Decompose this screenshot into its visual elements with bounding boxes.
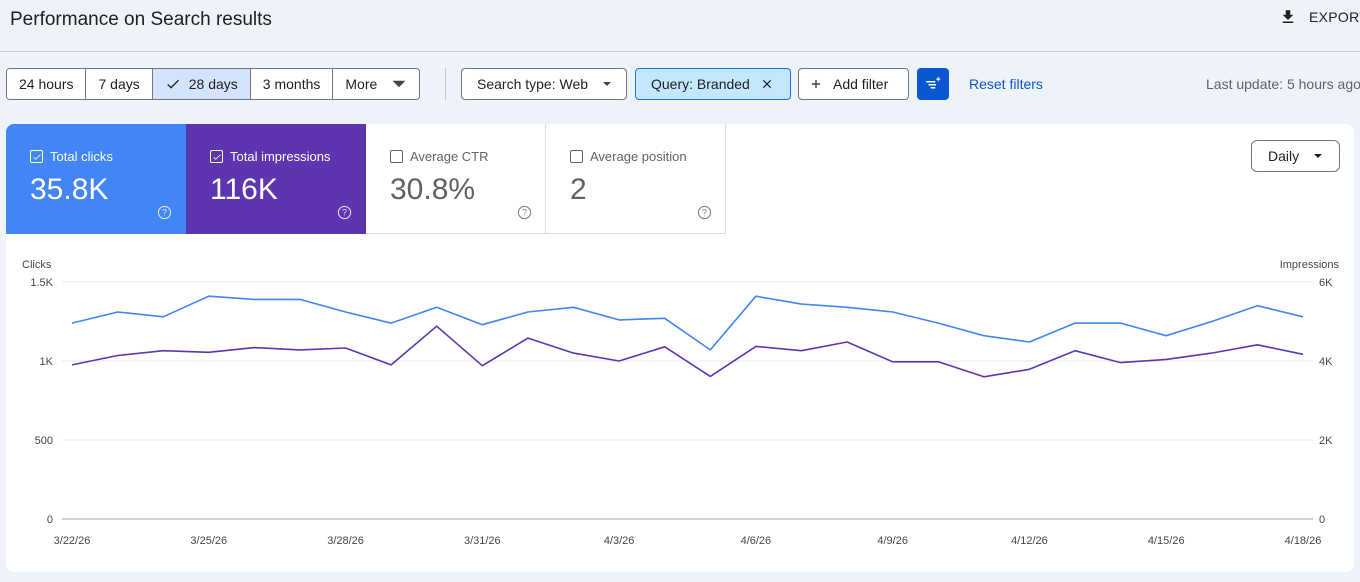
metric-label: Average CTR [390,149,489,164]
granularity-label: Daily [1268,148,1300,164]
y-right-tick-label: 0 [1319,514,1325,526]
x-tick-label: 4/9/26 [877,535,908,547]
y-left-tick-label: 0 [47,514,53,526]
granularity-dropdown[interactable]: Daily [1251,140,1340,172]
query-filter-chip[interactable]: Query: Branded [635,68,791,100]
y-left-tick-label: 1K [40,356,54,368]
svg-text:?: ? [162,208,167,218]
range-3-months-button[interactable]: 3 months [250,69,334,99]
checkbox-unchecked-icon [390,150,403,163]
plus-icon [811,79,821,89]
metric-label-text: Average position [590,149,687,164]
svg-text:?: ? [522,208,527,218]
check-icon [167,79,179,89]
metric-value: 2 [570,173,587,206]
page-title: Performance on Search results [10,9,272,30]
help-icon[interactable]: ? [157,205,172,220]
help-icon[interactable]: ? [337,205,352,220]
range-label: 28 days [188,76,238,92]
x-tick-label: 3/22/26 [54,535,91,547]
x-tick-label: 4/12/26 [1011,535,1048,547]
range-label: 7 days [98,76,140,92]
metric-label: Average position [570,149,687,164]
search-type-label: Search type: Web [477,76,589,92]
x-tick-label: 4/15/26 [1148,535,1185,547]
download-icon [1282,10,1294,23]
metric-label: Total clicks [30,149,113,164]
range-7-days-button[interactable]: 7 days [86,69,153,99]
export-label: EXPORT [1309,9,1360,25]
y-right-tick-label: 6K [1319,277,1333,289]
metric-total-impressions[interactable]: Total impressions 116K ? [186,124,366,234]
help-icon[interactable]: ? [697,205,712,220]
range-more-button[interactable]: More [333,69,420,99]
x-tick-label: 4/6/26 [741,535,772,547]
toolbar-divider [445,68,446,100]
y-right-axis-title: Impressions [1280,259,1340,271]
date-range-selector: 24 hours 7 days 28 days 3 months More [6,68,421,100]
caret-down-icon [1314,154,1323,158]
y-left-tick-label: 500 [35,435,53,447]
filter-sparkle-button[interactable] [917,68,949,100]
metric-average-position[interactable]: Average position 2 ? [546,124,726,234]
checkbox-checked-icon [30,150,43,163]
metric-label-text: Average CTR [410,149,489,164]
metric-value: 35.8K [30,173,109,206]
y-left-axis-title: Clicks [22,259,52,271]
checkbox-checked-icon [210,150,223,163]
filter-toolbar: 24 hours 7 days 28 days 3 months More Se… [0,68,1360,100]
series-line-impressions [71,325,1304,378]
y-left-tick-label: 1.5K [30,277,53,289]
close-icon[interactable] [760,77,774,91]
help-icon[interactable]: ? [517,205,532,220]
series-line-clicks [71,295,1304,351]
svg-text:?: ? [702,208,707,218]
metric-label: Total impressions [210,149,330,164]
export-button[interactable]: EXPORT [1279,8,1360,26]
search-type-dropdown[interactable]: Search type: Web [461,68,627,100]
svg-text:?: ? [342,208,347,218]
checkbox-unchecked-icon [570,150,583,163]
add-filter-label: Add filter [833,76,889,92]
y-right-tick-label: 2K [1319,435,1333,447]
metric-value: 116K [210,173,278,206]
y-right-tick-label: 4K [1319,356,1333,368]
range-28-days-button[interactable]: 28 days [152,69,251,99]
caret-down-icon [603,82,612,86]
range-label: More [345,76,378,92]
x-tick-label: 4/3/26 [604,535,635,547]
metric-value: 30.8% [390,173,476,206]
x-tick-label: 4/18/26 [1285,535,1322,547]
x-tick-label: 3/25/26 [190,535,227,547]
performance-card: Total clicks 35.8K ? Total impressions 1… [6,124,1354,572]
x-tick-label: 3/31/26 [464,535,501,547]
metric-average-ctr[interactable]: Average CTR 30.8% ? [366,124,546,234]
page-header: Performance on Search results EXPORT [0,0,1360,52]
reset-filters-link[interactable]: Reset filters [969,76,1043,92]
filter-sparkle-icon [926,76,941,89]
range-label: 24 hours [19,76,74,92]
caret-down-icon [392,80,406,88]
add-filter-button[interactable]: Add filter [798,68,909,100]
x-tick-label: 3/28/26 [327,535,364,547]
range-label: 3 months [262,76,321,92]
metric-label-text: Total impressions [230,149,331,164]
query-filter-label: Query: Branded [651,76,750,92]
last-update-text: Last update: 5 hours ago [1206,76,1360,92]
metric-label-text: Total clicks [50,149,113,164]
metric-total-clicks[interactable]: Total clicks 35.8K ? [6,124,186,234]
performance-chart: 0 0 500 2K 1K 4K 1.5K 6K Clicks Impressions 3/22/2… [22,259,1340,547]
range-24-hours-button[interactable]: 24 hours [7,69,87,99]
